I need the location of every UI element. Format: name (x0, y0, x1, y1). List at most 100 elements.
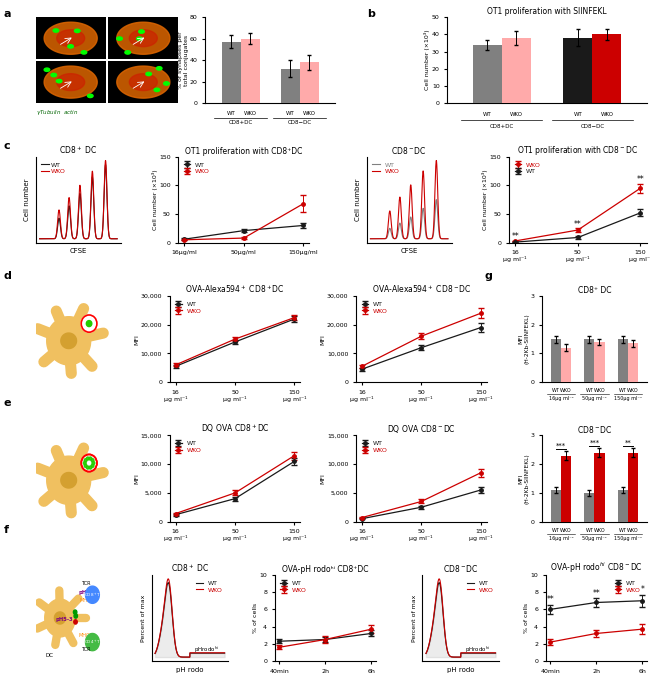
Polygon shape (61, 333, 77, 349)
Bar (584, 493, 595, 521)
Bar (240, 38, 259, 103)
Text: **: ** (636, 175, 644, 184)
Text: WT: WT (619, 388, 627, 393)
Text: WKO: WKO (593, 388, 605, 393)
Bar (595, 453, 604, 521)
Polygon shape (136, 37, 142, 40)
Text: WT: WT (552, 388, 560, 393)
Title: OVA-pH rodo$^{hi}$ CD8$^-$DC: OVA-pH rodo$^{hi}$ CD8$^-$DC (550, 560, 643, 575)
Y-axis label: CD8+DC: CD8+DC (29, 25, 34, 52)
Text: WT: WT (619, 528, 627, 533)
Text: d: d (3, 271, 11, 282)
Polygon shape (81, 315, 97, 332)
Text: 16μg ml⁻¹: 16μg ml⁻¹ (549, 536, 573, 541)
WT (470, 649, 478, 658)
Polygon shape (84, 459, 87, 462)
WKO (476, 649, 484, 657)
Legend: WT, WKO: WT, WKO (194, 578, 225, 595)
Bar (551, 339, 561, 382)
WKO (453, 653, 461, 661)
WT (436, 578, 443, 586)
Polygon shape (81, 51, 86, 54)
Text: 50μg ml⁻¹: 50μg ml⁻¹ (582, 397, 607, 401)
Text: CD8+DC: CD8+DC (229, 121, 253, 125)
Legend: WT, WKO: WT, WKO (39, 160, 68, 177)
Polygon shape (55, 612, 66, 624)
Title: CD8⁺ DC: CD8⁺ DC (578, 286, 611, 295)
Text: ***: *** (590, 440, 599, 446)
WKO (457, 653, 465, 661)
Bar (618, 490, 628, 521)
WT (179, 653, 187, 661)
WT (221, 649, 229, 658)
Polygon shape (164, 82, 169, 85)
WKO (422, 649, 430, 658)
Text: WKO: WKO (560, 528, 572, 533)
Text: **: ** (547, 595, 554, 604)
Legend: WT, WKO: WT, WKO (612, 578, 644, 595)
Text: CD8−DC: CD8−DC (287, 121, 312, 125)
Text: WKO: WKO (303, 111, 316, 116)
Text: g: g (484, 271, 492, 282)
Text: WKO: WKO (510, 112, 523, 117)
Polygon shape (86, 634, 99, 651)
Polygon shape (44, 68, 50, 71)
Text: WKO: WKO (244, 111, 257, 116)
WKO (221, 649, 229, 657)
Polygon shape (117, 37, 122, 40)
Polygon shape (157, 66, 162, 70)
Title: CD8$^+$ DC: CD8$^+$ DC (59, 144, 98, 155)
WT (429, 619, 437, 627)
Title: CD8$^+$ DC: CD8$^+$ DC (171, 562, 209, 574)
WT (199, 649, 207, 658)
Title: OVA-pH rodoʰⁱ CD8⁺DC: OVA-pH rodoʰⁱ CD8⁺DC (282, 565, 369, 574)
X-axis label: CFSE: CFSE (400, 248, 418, 254)
Bar (595, 342, 604, 382)
Text: 16μg ml⁻¹: 16μg ml⁻¹ (549, 397, 573, 401)
Title: CD8$^-$DC: CD8$^-$DC (577, 424, 612, 435)
Polygon shape (117, 66, 170, 98)
Text: CD8−DC: CD8−DC (580, 124, 605, 129)
Bar (222, 42, 240, 103)
Y-axis label: Cell number: Cell number (24, 178, 30, 221)
Bar (561, 456, 571, 521)
Title: OT1 proliferation with SIINFEKL: OT1 proliferation with SIINFEKL (488, 8, 607, 16)
Bar (628, 343, 638, 382)
Title: DQ OVA CD8$^-$DC: DQ OVA CD8$^-$DC (387, 423, 456, 436)
Text: e: e (3, 397, 11, 408)
Legend: WT, WKO: WT, WKO (173, 438, 204, 456)
Text: f: f (3, 525, 8, 535)
Polygon shape (44, 22, 98, 54)
WT (422, 649, 430, 658)
WKO (182, 653, 190, 661)
WT (182, 653, 190, 661)
Polygon shape (44, 66, 98, 98)
WKO (429, 617, 437, 625)
Text: WKO: WKO (627, 388, 639, 393)
Text: pH5-3: pH5-3 (55, 616, 73, 621)
Title: OVA-Alexa594$^+$ CD8$^+$DC: OVA-Alexa594$^+$ CD8$^+$DC (185, 284, 285, 295)
Polygon shape (57, 29, 84, 47)
Polygon shape (88, 95, 93, 97)
Polygon shape (138, 30, 144, 34)
WKO (436, 575, 443, 583)
Title: OT1 proliferation with CD8⁺DC: OT1 proliferation with CD8⁺DC (185, 147, 302, 155)
Legend: WT, WKO: WT, WKO (370, 160, 402, 177)
Text: WT: WT (586, 388, 593, 393)
Polygon shape (68, 45, 73, 48)
Text: c: c (3, 141, 10, 151)
WKO (207, 649, 215, 657)
X-axis label: pH rodo: pH rodo (447, 667, 474, 673)
Polygon shape (83, 462, 86, 464)
Polygon shape (53, 29, 58, 32)
Polygon shape (125, 51, 131, 54)
WT (151, 649, 159, 658)
Text: pH7: pH7 (79, 590, 90, 595)
Title: WT: WT (64, 8, 77, 17)
WKO (186, 653, 194, 661)
Text: pHrodo$^{hi}$: pHrodo$^{hi}$ (194, 645, 220, 655)
Text: pHrodo$^{hi}$: pHrodo$^{hi}$ (465, 645, 491, 655)
WT (453, 653, 461, 661)
Bar (628, 453, 638, 521)
Polygon shape (57, 74, 84, 90)
